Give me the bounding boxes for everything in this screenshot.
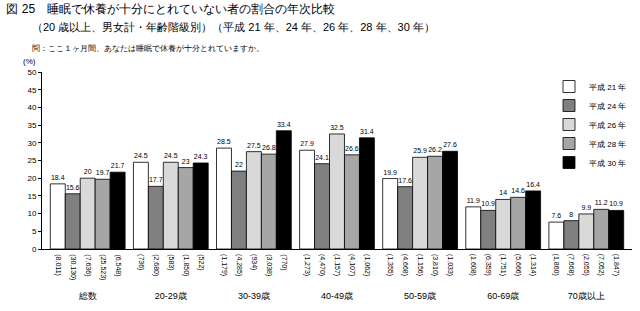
svg-text:24.5: 24.5 xyxy=(134,152,148,159)
svg-text:(1,847): (1,847) xyxy=(612,254,620,276)
svg-text:23: 23 xyxy=(182,158,190,165)
svg-text:5: 5 xyxy=(32,227,37,236)
svg-text:20: 20 xyxy=(27,174,36,183)
svg-text:(4,107): (4,107) xyxy=(348,254,356,276)
svg-text:(7,052): (7,052) xyxy=(597,254,605,276)
svg-text:15.6: 15.6 xyxy=(66,184,80,191)
svg-text:(1,850): (1,850) xyxy=(182,254,190,276)
svg-text:0: 0 xyxy=(32,245,37,254)
svg-text:(4,668): (4,668) xyxy=(401,254,409,276)
svg-text:(2,680): (2,680) xyxy=(152,254,160,276)
svg-text:27.9: 27.9 xyxy=(300,140,314,147)
svg-text:(1,179): (1,179) xyxy=(220,254,228,276)
svg-text:(4,285): (4,285) xyxy=(235,254,243,276)
svg-text:(3,038): (3,038) xyxy=(265,254,273,276)
svg-text:(30,130): (30,130) xyxy=(69,254,77,280)
svg-text:(1,355): (1,355) xyxy=(386,254,394,276)
svg-text:45: 45 xyxy=(27,86,36,95)
svg-text:平成 26 年: 平成 26 年 xyxy=(589,121,626,130)
svg-text:31.4: 31.4 xyxy=(360,128,374,135)
svg-text:(7,668): (7,668) xyxy=(567,254,575,276)
svg-text:(1,062): (1,062) xyxy=(363,254,371,276)
svg-text:(%): (%) xyxy=(23,57,36,66)
svg-text:25.9: 25.9 xyxy=(413,147,427,154)
svg-text:26.8: 26.8 xyxy=(262,144,276,151)
svg-text:27.5: 27.5 xyxy=(247,142,261,149)
svg-text:(8,011): (8,011) xyxy=(54,254,62,276)
svg-text:22: 22 xyxy=(235,161,243,168)
svg-text:25: 25 xyxy=(27,156,36,165)
svg-text:24.3: 24.3 xyxy=(194,153,208,160)
svg-text:10.9: 10.9 xyxy=(481,200,495,207)
svg-text:26.6: 26.6 xyxy=(345,145,359,152)
svg-text:24.1: 24.1 xyxy=(315,154,329,161)
svg-text:平成 24 年: 平成 24 年 xyxy=(589,102,626,111)
svg-text:(6,359): (6,359) xyxy=(484,254,492,276)
svg-text:50-59歳: 50-59歳 xyxy=(404,291,436,301)
svg-text:32.5: 32.5 xyxy=(330,124,344,131)
svg-text:（20 歳以上、男女計・年齢階級別）（平成 21 年、24: （20 歳以上、男女計・年齢階級別）（平成 21 年、24 年、26 年、28 … xyxy=(32,21,435,33)
svg-text:(1,273): (1,273) xyxy=(303,254,311,276)
svg-text:(7,636): (7,636) xyxy=(84,254,92,276)
svg-text:40: 40 xyxy=(27,103,36,112)
svg-text:60-69歳: 60-69歳 xyxy=(487,291,519,301)
svg-text:28.5: 28.5 xyxy=(217,138,231,145)
svg-text:33.4: 33.4 xyxy=(277,121,291,128)
svg-text:8: 8 xyxy=(569,211,573,218)
svg-text:7.6: 7.6 xyxy=(551,212,561,219)
svg-text:17.7: 17.7 xyxy=(149,176,163,183)
svg-text:70歳以上: 70歳以上 xyxy=(568,291,605,301)
svg-text:10.9: 10.9 xyxy=(609,200,623,207)
svg-text:35: 35 xyxy=(27,121,36,130)
svg-text:(1,157): (1,157) xyxy=(333,254,341,276)
svg-text:18.4: 18.4 xyxy=(51,174,65,181)
svg-text:平成 30 年: 平成 30 年 xyxy=(589,159,626,168)
svg-text:16.4: 16.4 xyxy=(526,181,540,188)
svg-text:50: 50 xyxy=(27,68,36,77)
svg-text:20: 20 xyxy=(84,168,92,175)
svg-text:平成 28 年: 平成 28 年 xyxy=(589,140,626,149)
svg-text:11.2: 11.2 xyxy=(595,199,608,206)
svg-text:40-49歳: 40-49歳 xyxy=(321,291,353,301)
svg-text:30-39歳: 30-39歳 xyxy=(238,291,270,301)
svg-text:(934): (934) xyxy=(250,254,258,270)
svg-text:(1,751): (1,751) xyxy=(499,254,507,276)
svg-text:27.6: 27.6 xyxy=(443,141,457,148)
svg-text:(1,860): (1,860) xyxy=(552,254,560,276)
svg-text:(583): (583) xyxy=(167,254,175,270)
svg-text:問：ここ１ヶ月間、あなたは睡眠で休養が十分とれていますか。: 問：ここ１ヶ月間、あなたは睡眠で休養が十分とれていますか。 xyxy=(32,44,264,53)
svg-text:(1,033): (1,033) xyxy=(446,254,454,276)
svg-text:(25,523): (25,523) xyxy=(99,254,107,280)
svg-text:24.5: 24.5 xyxy=(164,152,178,159)
svg-text:(770): (770) xyxy=(280,254,288,270)
svg-text:14.6: 14.6 xyxy=(511,187,525,194)
svg-text:(1,314): (1,314) xyxy=(529,254,537,276)
svg-text:(1,156): (1,156) xyxy=(416,254,424,276)
svg-text:(522): (522) xyxy=(197,254,205,270)
svg-text:平成 21 年: 平成 21 年 xyxy=(589,83,626,92)
svg-text:20-29歳: 20-29歳 xyxy=(155,291,187,301)
svg-text:10: 10 xyxy=(27,209,36,218)
svg-text:19.9: 19.9 xyxy=(383,169,397,176)
svg-text:30: 30 xyxy=(27,139,36,148)
svg-text:17.6: 17.6 xyxy=(398,177,412,184)
svg-text:19.7: 19.7 xyxy=(96,169,110,176)
svg-text:(736): (736) xyxy=(137,254,145,270)
svg-text:11.9: 11.9 xyxy=(467,197,480,204)
svg-text:14: 14 xyxy=(499,189,507,196)
svg-text:26.2: 26.2 xyxy=(428,146,442,153)
svg-text:総数: 総数 xyxy=(78,291,97,301)
svg-text:(5,666): (5,666) xyxy=(514,254,522,276)
svg-text:(6,548): (6,548) xyxy=(114,254,122,276)
svg-text:9.9: 9.9 xyxy=(581,204,591,211)
svg-text:(3,810): (3,810) xyxy=(431,254,439,276)
svg-text:(1,608): (1,608) xyxy=(469,254,477,276)
svg-text:(4,470): (4,470) xyxy=(318,254,326,276)
svg-text:21.7: 21.7 xyxy=(111,162,125,169)
svg-text:図 25 睡眠で休養が十分にとれていない者の割合の年次比較: 図 25 睡眠で休養が十分にとれていない者の割合の年次比較 xyxy=(6,2,335,16)
svg-text:15: 15 xyxy=(27,192,36,201)
svg-text:(2,055): (2,055) xyxy=(582,254,590,276)
